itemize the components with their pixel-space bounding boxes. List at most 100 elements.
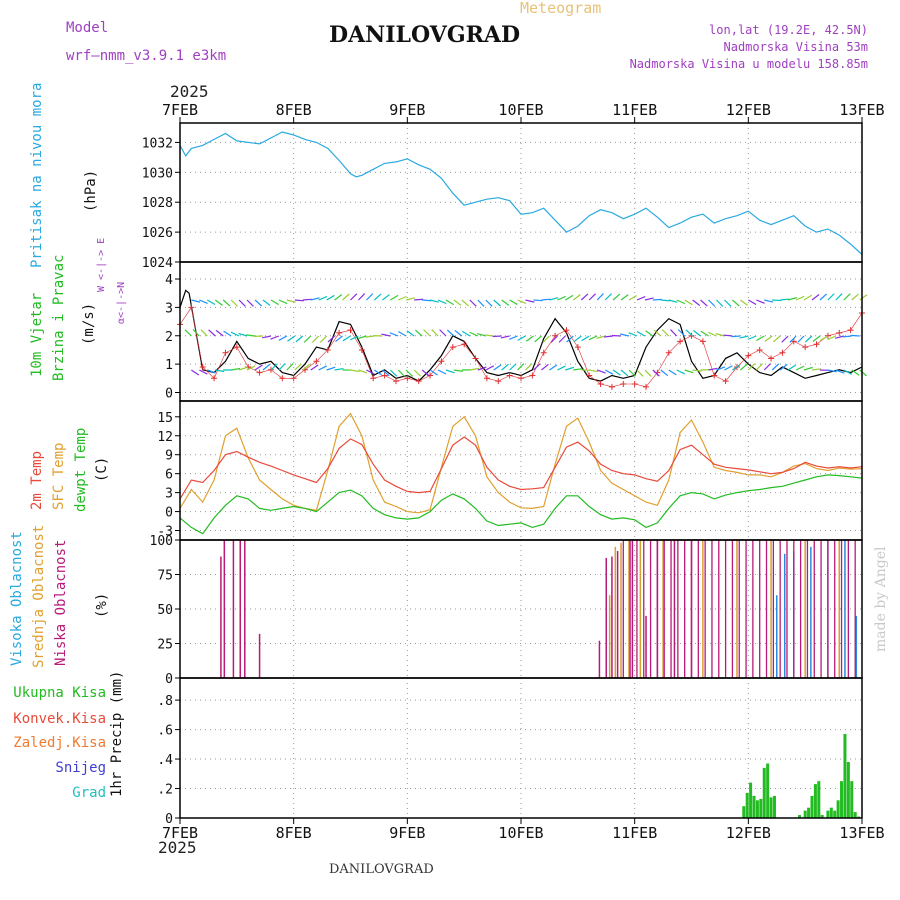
wind-arrow (732, 299, 740, 307)
wind-arrow (835, 293, 843, 301)
wind-arrow (557, 295, 566, 301)
wind-arrow (628, 332, 638, 337)
x-tick-label-bottom: 8FEB (276, 824, 312, 842)
wind-arrow (262, 299, 271, 306)
gust-point (256, 369, 263, 376)
wind-arrow (365, 293, 374, 301)
wind-arrow (723, 334, 733, 337)
wind-arrow (517, 335, 526, 341)
wind-arrow (191, 299, 201, 303)
wind-arrow (287, 335, 296, 342)
wind-arrow (445, 369, 455, 374)
wind-arrow (230, 331, 240, 337)
wind-arrow (795, 295, 805, 301)
precip-bar (836, 800, 840, 818)
gust-point (563, 327, 570, 334)
x-tick-label-bottom: 13FEB (839, 824, 884, 842)
pressure-line (179, 131, 863, 255)
gust-point (199, 363, 206, 370)
page-title: DANILOVGRAD (329, 22, 521, 48)
precip-bar (820, 815, 824, 818)
gust-point (347, 327, 354, 334)
wind-arrow (756, 299, 765, 304)
precip-bar (829, 807, 833, 818)
wind-arrow (731, 335, 741, 338)
wind-arrow (773, 335, 781, 343)
wind-arrow (509, 363, 517, 371)
wind-arrow (620, 369, 629, 377)
wind-arrow (311, 335, 320, 343)
wind-arrow (748, 299, 757, 305)
gust-point (768, 355, 775, 362)
wind-arrow (461, 330, 471, 337)
wind-arrow (365, 335, 375, 338)
wind-arrow (246, 299, 254, 307)
wind-arrow (358, 369, 368, 374)
wind-arrow (334, 294, 343, 301)
wind-arrow (423, 329, 431, 337)
y-tick-label: 0 (165, 506, 173, 521)
wind-arrow (310, 364, 319, 371)
precip-bar (769, 797, 773, 818)
wind-arrow (677, 329, 686, 337)
year-top: 2025 (170, 82, 209, 101)
wind-arrow (501, 299, 510, 306)
precip-bar (846, 762, 850, 818)
wind-arrow (429, 369, 438, 376)
wind-arrow (724, 299, 732, 307)
sfc-temp-line (179, 412, 863, 514)
wind-arrow (525, 335, 534, 342)
x-tick-label-bottom: 7FEB (162, 824, 198, 842)
wind-arrow (739, 335, 749, 339)
wind-arrow (302, 363, 311, 371)
gust-point (790, 338, 797, 345)
gust-point (631, 380, 638, 387)
footer-title: DANILOVGRAD (329, 862, 434, 877)
wind-arrow (357, 335, 367, 340)
gust-point (233, 344, 240, 351)
wind-arrow (716, 366, 726, 371)
wind-arrow (525, 363, 533, 371)
wind-arrow (469, 367, 479, 371)
y-tick-label: 6 (165, 468, 173, 483)
wind-arrow (708, 331, 717, 337)
wind-arrow (604, 369, 614, 375)
wind-arrow (421, 369, 430, 377)
wind-arrow (493, 364, 502, 371)
wind-arrow (334, 367, 344, 371)
wind-arrow (446, 329, 455, 337)
wind-arrow (724, 365, 733, 371)
wind-arrow (581, 335, 590, 342)
wind-arrow (652, 298, 662, 301)
wind-arrow (477, 299, 485, 307)
precip-bar (843, 734, 847, 818)
gust-point (438, 358, 445, 365)
wind-arrow (596, 293, 604, 301)
gust-point (745, 352, 752, 359)
gust-point (540, 349, 547, 356)
gust-point (188, 304, 195, 311)
panel-frame-precip (179, 677, 863, 819)
wind-arrow (644, 297, 654, 301)
wind-arrow (238, 332, 248, 337)
gust-point (574, 344, 581, 351)
wind-arrow (589, 369, 599, 373)
wind-arrow (191, 369, 200, 376)
wind-arrow (414, 298, 424, 301)
gust-point (483, 375, 490, 382)
wind-arrow (350, 293, 358, 301)
wind-arrow (501, 363, 509, 371)
wind-arrow (199, 299, 208, 304)
wind-arrow (684, 299, 693, 306)
wind-arrow (525, 299, 535, 303)
precip-label-convective: Konvek.Kisa (13, 711, 106, 727)
year-bottom: 2025 (158, 838, 197, 857)
wind-arrow (628, 369, 636, 377)
wind-arrow (319, 335, 328, 343)
wind-arrow (286, 363, 294, 371)
y-tick-label: 0 (165, 812, 173, 827)
x-tick-label-top: 10FEB (498, 101, 543, 119)
wind-arrow (668, 299, 678, 303)
gust-point (336, 329, 343, 336)
wind-arrow (756, 335, 765, 342)
